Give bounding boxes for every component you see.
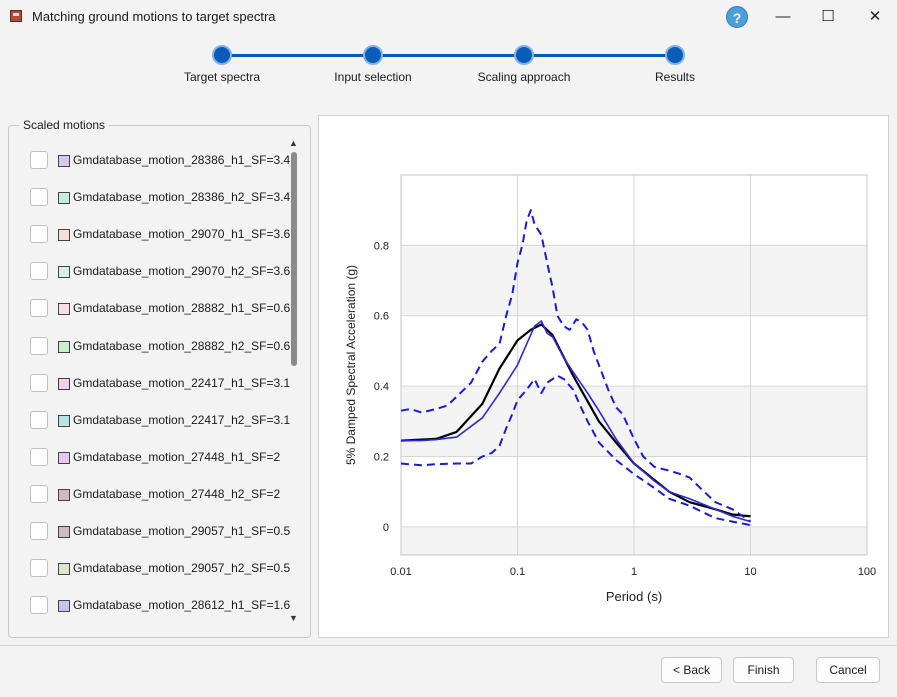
y-tick-label: 0.4 [374, 381, 389, 393]
scroll-up-arrow-icon[interactable]: ▲ [289, 138, 298, 148]
color-swatch [58, 488, 70, 501]
motion-checkbox[interactable] [30, 410, 48, 429]
motion-checkbox[interactable] [30, 522, 48, 540]
mean-spectrum-line [401, 320, 751, 523]
motion-label: Gmdatabase_motion_29070_h1_SF=3.6 [73, 227, 291, 242]
step-label-scaling-approach: Scaling approach [477, 70, 571, 84]
help-button[interactable]: ? [726, 6, 748, 28]
motion-checkbox[interactable] [30, 225, 48, 244]
motion-checkbox[interactable] [30, 596, 48, 615]
motion-checkbox[interactable] [30, 262, 48, 281]
motion-checkbox[interactable] [30, 373, 48, 392]
step-label-input-selection: Input selection [334, 70, 412, 84]
motion-label: Gmdatabase_motion_29057_h1_SF=0.5 [73, 524, 291, 538]
maximize-button[interactable]: ☐ [821, 8, 835, 25]
motion-checkbox[interactable] [30, 447, 48, 466]
x-tick-label: 1 [631, 566, 637, 578]
motion-checkbox[interactable] [30, 484, 48, 503]
plot-frame [400, 174, 868, 556]
color-swatch [58, 266, 70, 279]
motion-checkbox[interactable] [30, 336, 48, 355]
motion-label: Gmdatabase_motion_22417_h2_SF=3.1 [73, 412, 291, 427]
color-swatch [58, 340, 70, 353]
step-label-results: Results [654, 70, 696, 84]
y-tick-label: 0.2 [374, 451, 389, 463]
color-swatch [58, 155, 70, 167]
motion-label: Gmdatabase_motion_28882_h2_SF=0.6 [73, 338, 291, 353]
motion-label: Gmdatabase_motion_28386_h1_SF=3.4 [73, 153, 291, 167]
color-swatch [58, 303, 70, 316]
motion-label: Gmdatabase_motion_27448_h2_SF=2 [73, 486, 281, 501]
motion-label: Gmdatabase_motion_28386_h2_SF=3.4 [73, 190, 291, 205]
x-axis-label: Period (s) [606, 589, 662, 604]
motion-label: Gmdatabase_motion_28612_h1_SF=1.6 [73, 598, 291, 613]
wizard-progress-line [222, 54, 676, 57]
bound-spectrum-line [400, 209, 752, 523]
y-axis-label: 5% Damped Spectral Acceleration (g) [344, 265, 358, 465]
color-swatch [58, 600, 70, 613]
bound-spectrum-line [400, 374, 751, 527]
step-dot-target-spectra [212, 45, 232, 65]
motion-label: Gmdatabase_motion_29057_h2_SF=0.5 [73, 561, 291, 576]
cancel-button[interactable]: Cancel [816, 657, 880, 683]
motion-label: Gmdatabase_motion_28882_h1_SF=0.6 [73, 301, 291, 316]
footer-separator [0, 645, 897, 646]
y-tick-label: 0.8 [374, 240, 389, 252]
x-tick-label: 0.01 [390, 566, 411, 578]
window-title: Matching ground motions to target spectr… [32, 9, 276, 24]
motion-label: Gmdatabase_motion_22417_h1_SF=3.1 [73, 375, 291, 390]
scrollbar-thumb[interactable] [291, 152, 297, 366]
scaled-motions-title: Scaled motions [19, 118, 110, 132]
color-swatch [58, 229, 70, 242]
step-label-target-spectra: Target spectra [183, 70, 261, 84]
step-dot-scaling-approach [514, 45, 534, 65]
motion-checkbox[interactable] [30, 151, 48, 169]
scroll-down-arrow-icon[interactable]: ▼ [289, 613, 298, 623]
color-swatch [58, 526, 70, 538]
minimize-button[interactable]: — [775, 8, 791, 25]
x-tick-label: 0.1 [510, 566, 525, 578]
color-swatch [58, 192, 70, 205]
close-button[interactable]: ✕ [868, 8, 882, 25]
y-tick-label: 0 [383, 522, 389, 534]
title-bar: Matching ground motions to target spectr… [0, 0, 897, 34]
x-tick-label: 10 [744, 566, 756, 578]
color-swatch [58, 563, 70, 576]
x-tick-label: 100 [858, 566, 876, 578]
target-spectrum-line [400, 323, 751, 518]
spectra-chart: 0 0.2 0.4 0.6 0.8 0.01 0.1 1 10 100 Period (s) 5% D… [344, 174, 876, 604]
color-swatch [58, 414, 70, 427]
y-tick-label: 0.6 [374, 311, 389, 323]
color-swatch [58, 451, 70, 464]
finish-button[interactable]: Finish [733, 657, 794, 683]
step-dot-input-selection [363, 45, 383, 65]
color-swatch [58, 377, 70, 390]
back-button[interactable]: < Back [661, 657, 722, 683]
motion-label: Gmdatabase_motion_27448_h1_SF=2 [73, 449, 281, 464]
motion-label: Gmdatabase_motion_29070_h2_SF=3.6 [73, 264, 291, 279]
motion-checkbox[interactable] [30, 188, 48, 207]
motion-checkbox[interactable] [30, 559, 48, 578]
step-dot-results [665, 45, 685, 65]
motion-checkbox[interactable] [30, 299, 48, 318]
app-icon [10, 10, 22, 22]
